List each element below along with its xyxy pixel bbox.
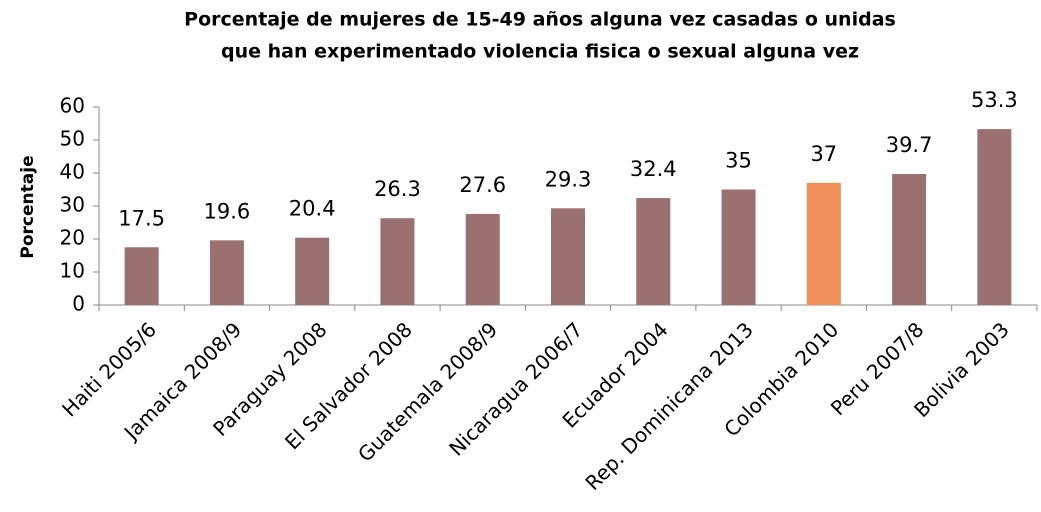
value-label: 29.3 — [545, 167, 592, 191]
value-label: 27.6 — [459, 173, 506, 197]
y-axis-title: Porcentaje — [18, 155, 38, 258]
y-tick-label: 60 — [60, 94, 85, 118]
bar — [551, 208, 585, 305]
value-label: 35 — [725, 149, 752, 173]
value-label: 20.4 — [289, 197, 336, 221]
bar — [295, 237, 330, 305]
chart-title: Porcentaje de mujeres de 15-49 años algu… — [184, 9, 896, 31]
value-label: 26.3 — [374, 177, 421, 201]
bar — [806, 182, 841, 305]
y-tick-label: 30 — [60, 193, 85, 217]
bar — [721, 189, 756, 305]
value-label: 32.4 — [630, 157, 677, 181]
bar — [892, 173, 927, 305]
y-tick-label: 20 — [60, 226, 85, 250]
y-tick-label: 10 — [60, 259, 85, 283]
value-label: 19.6 — [204, 199, 251, 223]
y-tick-label: 0 — [72, 292, 85, 316]
bar — [977, 129, 1012, 305]
chart-title: que han experimentado violencia fisica o… — [221, 41, 859, 63]
value-label: 39.7 — [886, 133, 933, 157]
value-label: 53.3 — [971, 88, 1018, 112]
value-label: 37 — [810, 142, 837, 166]
y-tick-label: 40 — [60, 160, 85, 184]
x-tick-label: Rep. Dominicana 2013 — [580, 317, 758, 495]
bar — [636, 198, 671, 305]
x-tick-label: Guatemala 2008/9 — [353, 317, 502, 466]
y-tick-label: 50 — [60, 127, 85, 151]
bar — [209, 240, 244, 305]
bar — [465, 213, 500, 305]
bar — [124, 247, 159, 305]
bar — [380, 218, 415, 305]
value-label: 17.5 — [118, 206, 165, 230]
